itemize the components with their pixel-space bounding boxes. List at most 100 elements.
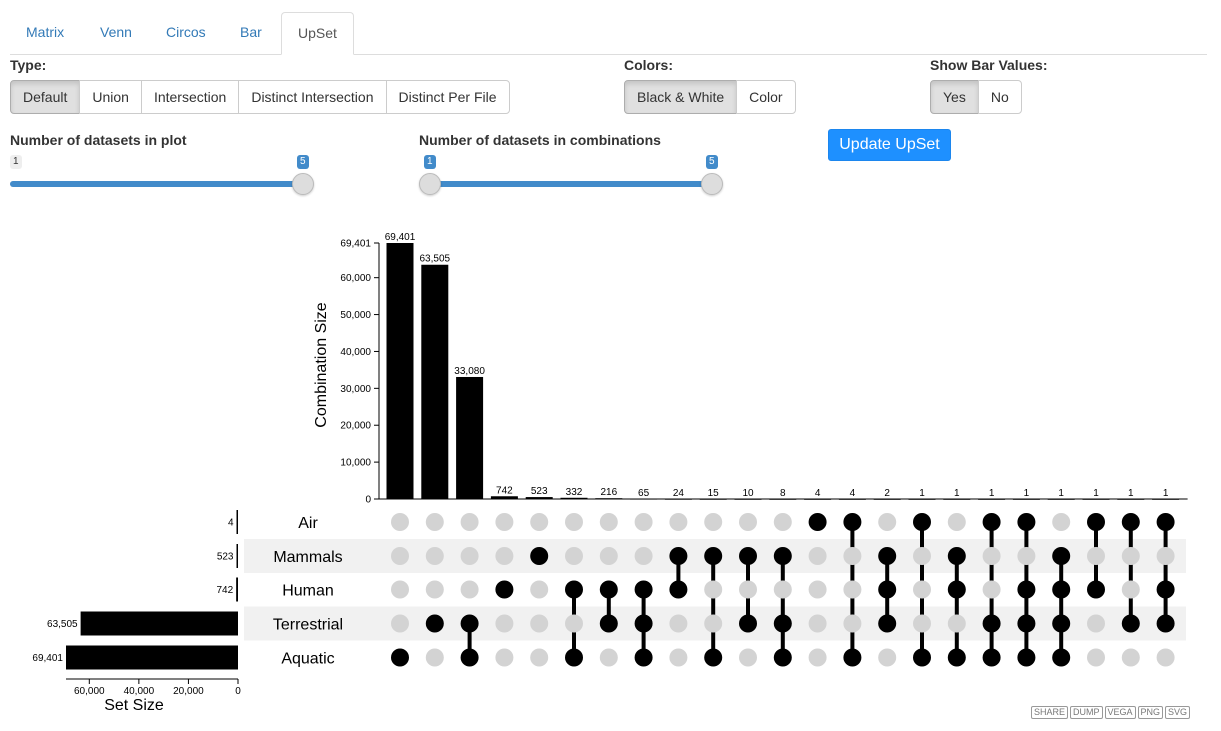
svg-action[interactable]: SVG: [1165, 706, 1191, 719]
matrix-dot-inactive: [599, 648, 618, 667]
combination-bar-value: 216: [600, 487, 617, 498]
bar-values-label: Show Bar Values:: [930, 57, 1048, 73]
bar-values-option-no-button[interactable]: No: [977, 80, 1022, 114]
combination-bar-value: 1: [1128, 488, 1134, 499]
combination-bar-value: 1: [1163, 488, 1169, 499]
matrix-dot-inactive: [530, 614, 549, 633]
slider-plot-value-tag: 5: [297, 155, 309, 169]
matrix-dot-inactive: [425, 547, 444, 565]
combination-bar: [873, 498, 901, 500]
matrix-dot-active: [460, 648, 479, 667]
tab-upset[interactable]: UpSet: [281, 12, 354, 55]
matrix-dot-inactive: [530, 648, 549, 667]
combination-bar: [525, 497, 553, 499]
set-size-value: 69,401: [32, 653, 63, 664]
slider-combo-low-handle[interactable]: [419, 173, 441, 195]
slider-plot-handle[interactable]: [292, 173, 314, 195]
matrix-dot-inactive: [495, 614, 514, 633]
matrix-dot-inactive: [704, 513, 723, 531]
matrix-dot-active: [1156, 614, 1175, 633]
matrix-dot-active: [739, 547, 757, 565]
combination-bar-value: 2: [884, 488, 890, 499]
matrix-dot-active: [1017, 580, 1036, 599]
colors-option-color-button[interactable]: Color: [736, 80, 796, 114]
set-name-label: Air: [298, 515, 318, 532]
vega-action[interactable]: VEGA: [1104, 706, 1136, 719]
set-size-tick-label: 40,000: [124, 686, 155, 697]
combination-bar-value: 63,505: [420, 254, 451, 265]
matrix-dot-inactive: [495, 648, 514, 667]
share-action[interactable]: SHARE: [1031, 706, 1069, 719]
type-option-distinct-intersection-button[interactable]: Distinct Intersection: [238, 80, 387, 114]
matrix-dot-active: [460, 614, 479, 633]
matrix-dot-active: [878, 580, 897, 599]
slider-combo-high-handle[interactable]: [701, 173, 723, 195]
matrix-dot-inactive: [739, 580, 757, 599]
type-option-union-button[interactable]: Union: [79, 80, 142, 114]
set-size-value: 4: [228, 518, 234, 529]
set-size-value: 63,505: [47, 619, 78, 630]
set-name-label: Human: [282, 583, 334, 600]
matrix-dot-inactive: [878, 513, 897, 531]
y-tick-label: 10,000: [340, 458, 371, 469]
combination-bar-value: 33,080: [454, 366, 485, 377]
type-option-intersection-button[interactable]: Intersection: [140, 80, 240, 114]
bar-values-button-group: Yes No: [930, 80, 1022, 114]
tab-circos[interactable]: Circos: [166, 24, 206, 40]
combination-bar: [595, 498, 623, 500]
combination-bar-value: 4: [815, 488, 821, 499]
matrix-dot-active: [634, 648, 653, 667]
matrix-dot-active: [530, 547, 549, 565]
combination-bar: [1047, 498, 1075, 500]
update-upset-button[interactable]: Update UpSet: [828, 129, 951, 161]
slider-plot-fill: [10, 181, 303, 187]
matrix-dot-inactive: [391, 513, 409, 531]
combination-bar: [804, 498, 832, 500]
matrix-dot-inactive: [739, 513, 757, 531]
matrix-dot-inactive: [843, 547, 862, 565]
matrix-dot-inactive: [704, 614, 723, 633]
type-option-distinct-per-file-button[interactable]: Distinct Per File: [385, 80, 510, 114]
matrix-dot-inactive: [460, 580, 479, 599]
combination-bar-value: 1: [989, 488, 995, 499]
matrix-dot-inactive: [634, 513, 653, 531]
png-action[interactable]: PNG: [1137, 706, 1164, 719]
matrix-dot-inactive: [599, 547, 618, 565]
y-tick-label: 0: [365, 495, 371, 506]
matrix-row-stripe: [244, 606, 1186, 641]
matrix-dot-active: [1052, 614, 1071, 633]
datasets-plot-label: Number of datasets in plot: [10, 132, 187, 148]
type-option-default-button[interactable]: Default: [10, 80, 81, 114]
matrix-dot-inactive: [634, 547, 653, 565]
matrix-dot-active: [808, 513, 827, 531]
combination-bar: [664, 498, 692, 500]
combination-bar: [908, 498, 936, 500]
set-size-bar: [236, 577, 238, 602]
tab-matrix[interactable]: Matrix: [26, 24, 65, 40]
bar-values-option-yes-button[interactable]: Yes: [930, 80, 979, 114]
colors-option-black-white-button[interactable]: Black & White: [624, 80, 738, 114]
matrix-dot-active: [913, 513, 931, 531]
matrix-dot-active: [1052, 580, 1071, 599]
matrix-dot-inactive: [773, 513, 792, 531]
matrix-dot-active: [739, 614, 757, 633]
combination-bar-value: 1: [1093, 488, 1099, 499]
combination-bar-value: 332: [566, 487, 583, 498]
dump-action[interactable]: DUMP: [1070, 706, 1103, 719]
matrix-dot-inactive: [530, 513, 549, 531]
matrix-dot-inactive: [425, 513, 444, 531]
matrix-dot-inactive: [1156, 547, 1175, 565]
matrix-dot-active: [669, 580, 688, 599]
tab-bar[interactable]: Bar: [240, 24, 262, 40]
combination-bar: [1117, 498, 1145, 500]
matrix-dot-inactive: [1087, 614, 1105, 633]
matrix-dot-active: [843, 513, 862, 531]
set-name-label: Aquatic: [281, 651, 334, 668]
matrix-dot-active: [495, 580, 514, 599]
matrix-dot-active: [982, 513, 1001, 531]
tab-venn[interactable]: Venn: [100, 24, 132, 40]
slider-combo-low-tag: 1: [424, 155, 436, 169]
matrix-dot-active: [1087, 580, 1105, 599]
matrix-dot-active: [982, 614, 1001, 633]
combination-bar: [838, 498, 866, 500]
